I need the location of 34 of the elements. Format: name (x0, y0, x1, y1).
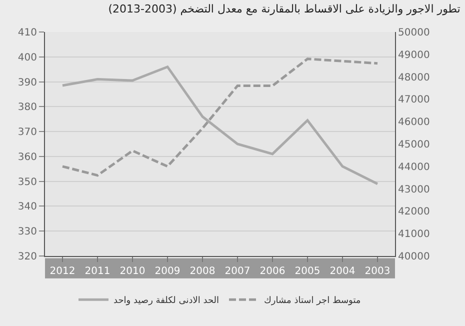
y2-tick-label: 40000 (398, 252, 430, 262)
chart-title: تطور الاجور والزيادة على الاقساط بالمقارنة مع معدل التضخم (2003-2013) (108, 2, 460, 16)
x-tick-label: 2005 (294, 266, 320, 277)
y2-tick-label: 47000 (398, 94, 430, 106)
x-tick-label: 2008 (190, 266, 216, 277)
y2-tick-label: 42000 (398, 206, 430, 218)
y-tick-label: 410 (18, 28, 37, 38)
y-tick-label: 360 (18, 152, 37, 163)
x-tick-label: 2004 (330, 266, 356, 277)
y-tick-label: 390 (18, 77, 37, 88)
x-tick-label: 2003 (364, 266, 390, 277)
y-tick-label: 350 (18, 176, 37, 188)
y2-tick-label: 49000 (398, 50, 430, 61)
x-tick-label: 2006 (260, 266, 286, 277)
legend-label: الحد الادنى لكلفة رصيد واحد (114, 296, 219, 306)
x-tick-label: 2011 (84, 266, 110, 277)
y2-tick-label: 50000 (398, 28, 430, 38)
x-tick-label: 2007 (224, 266, 250, 277)
y-tick-label: 340 (18, 202, 37, 213)
y-tick-label: 330 (18, 226, 37, 238)
y2-tick-label: 48000 (398, 72, 430, 84)
y-tick-label: 380 (18, 102, 37, 114)
y2-tick-label: 46000 (398, 117, 430, 128)
y2-tick-label: 44000 (398, 162, 430, 173)
y2-tick-label: 45000 (398, 140, 430, 150)
x-tick-label: 2012 (50, 266, 76, 277)
y-tick-label: 370 (18, 127, 37, 138)
y-tick-label: 320 (18, 252, 37, 262)
y2-tick-label: 41000 (398, 229, 430, 240)
y2-tick-label: 43000 (398, 184, 430, 196)
legend-label: متوسط اجر استاذ مشارك (264, 296, 361, 306)
x-tick-label: 2010 (120, 266, 146, 277)
x-tick-label: 2009 (154, 266, 180, 277)
y-tick-label: 400 (18, 52, 37, 64)
